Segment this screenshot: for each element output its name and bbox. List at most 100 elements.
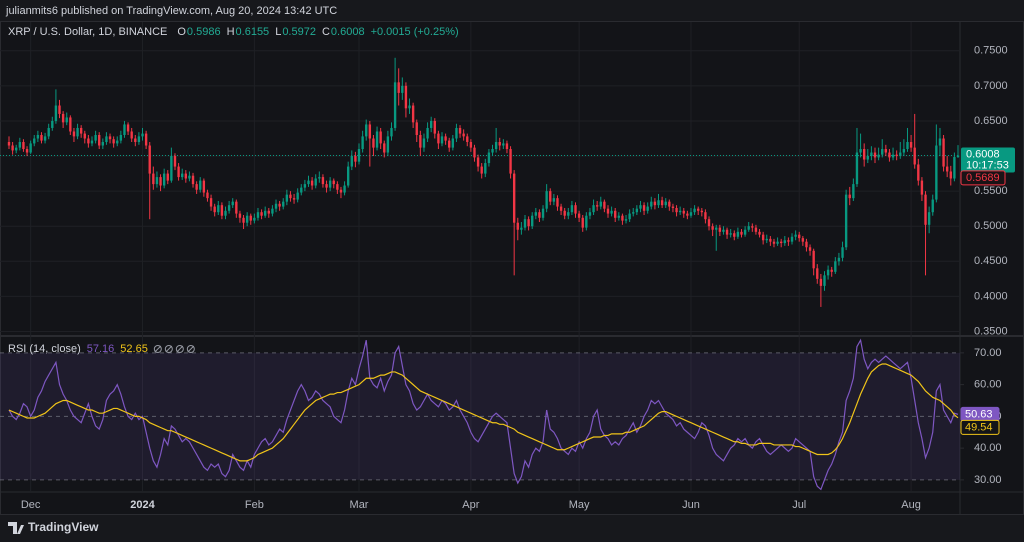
candle-body <box>119 134 123 141</box>
y-tick-label: 0.7000 <box>974 80 1008 92</box>
candle-body <box>798 234 801 239</box>
candle-body <box>585 215 588 228</box>
candle-body <box>141 133 144 137</box>
candle-body <box>43 136 47 141</box>
candle-body <box>368 124 372 139</box>
candle-body <box>621 215 624 221</box>
candle-body <box>722 229 725 232</box>
y-tick-label: 0.5500 <box>974 185 1008 197</box>
candle-body <box>942 138 945 167</box>
candle-body <box>697 208 700 211</box>
candle-body <box>603 201 606 209</box>
candle-body <box>870 152 873 157</box>
plot-frame <box>0 21 1024 515</box>
candle-body <box>801 238 805 242</box>
candle-body <box>15 147 18 151</box>
y-tick-label: 40.00 <box>974 442 1002 454</box>
candle-body <box>751 226 754 228</box>
candle-body <box>812 250 815 269</box>
candle-body <box>36 134 40 139</box>
candle-body <box>783 240 786 244</box>
candle-body <box>375 131 379 148</box>
candle-body <box>931 199 934 213</box>
candle-body <box>448 140 451 148</box>
candle-body <box>318 177 321 179</box>
candle-body <box>79 127 83 134</box>
candle-body <box>181 173 184 178</box>
candle-body <box>754 227 758 232</box>
candle-body <box>686 213 689 216</box>
candle-body <box>98 134 101 146</box>
candle-body <box>466 136 469 143</box>
x-tick-label: Jun <box>682 499 700 511</box>
candle-body <box>830 269 833 272</box>
candle-body <box>711 226 714 230</box>
candle-body <box>47 127 50 137</box>
candle-body <box>18 142 22 148</box>
candle-body <box>339 189 343 193</box>
candle-body <box>7 142 11 146</box>
candle-body <box>531 215 534 227</box>
x-tick-label: May <box>569 499 590 511</box>
candle-body <box>72 131 76 137</box>
candle-body <box>852 184 855 199</box>
marker-price-label: 0.5689 <box>966 172 1000 184</box>
candle-body <box>54 105 58 121</box>
candle-body <box>668 201 671 207</box>
candle-body <box>891 154 895 158</box>
candle-body <box>296 192 299 200</box>
candle-body <box>632 212 635 214</box>
candle-body <box>61 113 65 123</box>
candle-body <box>170 156 173 181</box>
grid-layer <box>0 22 960 491</box>
candle-body <box>794 234 797 237</box>
candle-body <box>328 180 332 188</box>
candle-body <box>238 213 242 218</box>
y-tick-label: 70.00 <box>974 347 1002 359</box>
candle-body <box>675 207 678 213</box>
candle-body <box>177 166 180 178</box>
candle-body <box>350 156 353 167</box>
candle-body <box>242 217 245 223</box>
candle-body <box>660 200 664 206</box>
rsi-line <box>8 338 959 491</box>
candle-body <box>401 85 404 93</box>
candle-body <box>94 134 97 141</box>
candle-body <box>408 105 411 109</box>
candle-body <box>473 147 476 158</box>
x-tick-label: Aug <box>901 499 921 511</box>
candle-body <box>884 149 888 153</box>
candle-body <box>332 180 335 185</box>
candle-body <box>927 212 931 225</box>
candle-body <box>715 227 718 230</box>
last-price-box <box>961 147 1015 173</box>
candle-body <box>848 194 851 199</box>
candle-body <box>761 234 765 241</box>
candle-body <box>300 187 303 193</box>
legend-value: 0.5972 <box>282 26 316 38</box>
candle-body <box>231 201 234 206</box>
candle-body <box>556 198 559 207</box>
candle-body <box>108 136 112 140</box>
rsi-line <box>8 363 959 462</box>
candle-body <box>899 152 902 157</box>
candle-body <box>314 178 317 186</box>
x-tick-label: Dec <box>21 499 41 511</box>
candle-body <box>213 206 216 213</box>
candle-body <box>173 156 177 167</box>
candle-body <box>808 247 812 251</box>
candle-body <box>624 219 628 221</box>
candle-body <box>162 173 166 186</box>
candle-body <box>426 127 429 139</box>
candle-body <box>116 140 119 144</box>
candle-body <box>249 215 252 221</box>
candle-body <box>862 149 866 160</box>
legend-symbol: XRP / U.S. Dollar, 1D, BINANCE <box>8 26 167 38</box>
candle-body <box>729 233 732 235</box>
candle-body <box>567 212 570 216</box>
legend-key: O <box>177 26 186 38</box>
candle-body <box>913 147 916 165</box>
brand-logo <box>8 522 24 534</box>
candle-body <box>105 136 108 143</box>
candle-body <box>217 205 220 213</box>
